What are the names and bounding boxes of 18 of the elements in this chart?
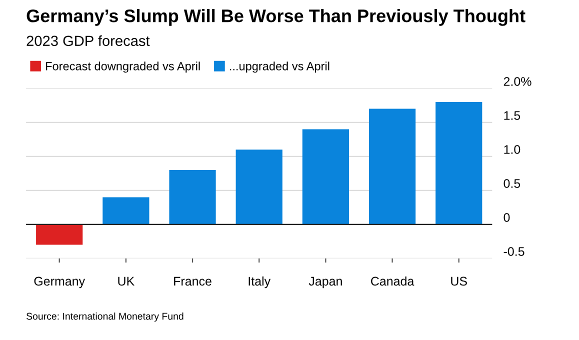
x-tick-label: Germany (34, 276, 86, 288)
x-tick-label: US (451, 276, 467, 286)
chart-title: Germany’s Slump Will Be Worse Than Previously Thought (26, 9, 526, 26)
y-tick-label: 0.5 (504, 179, 520, 188)
y-tick-label: 2.0% (504, 77, 532, 86)
x-tick-label: UK (118, 276, 134, 286)
x-tick-label: Japan (308, 276, 342, 288)
x-tick-label: Canada (371, 276, 414, 286)
x-tick-label: Italy (248, 276, 271, 288)
legend-label: Forecast downgraded vs April (46, 62, 200, 73)
chart-subtitle: 2023 GDP forecast (26, 35, 150, 46)
y-tick-label: -0.5 (504, 247, 524, 256)
legend-label: ...upgraded vs April (230, 62, 330, 73)
x-tick-label: France (174, 276, 212, 286)
source-note: Source: International Monetary Fund (26, 312, 184, 322)
y-tick-label: 1.0 (504, 145, 520, 154)
y-tick-label: 1.5 (504, 111, 520, 120)
y-tick-label: 0 (504, 213, 510, 222)
